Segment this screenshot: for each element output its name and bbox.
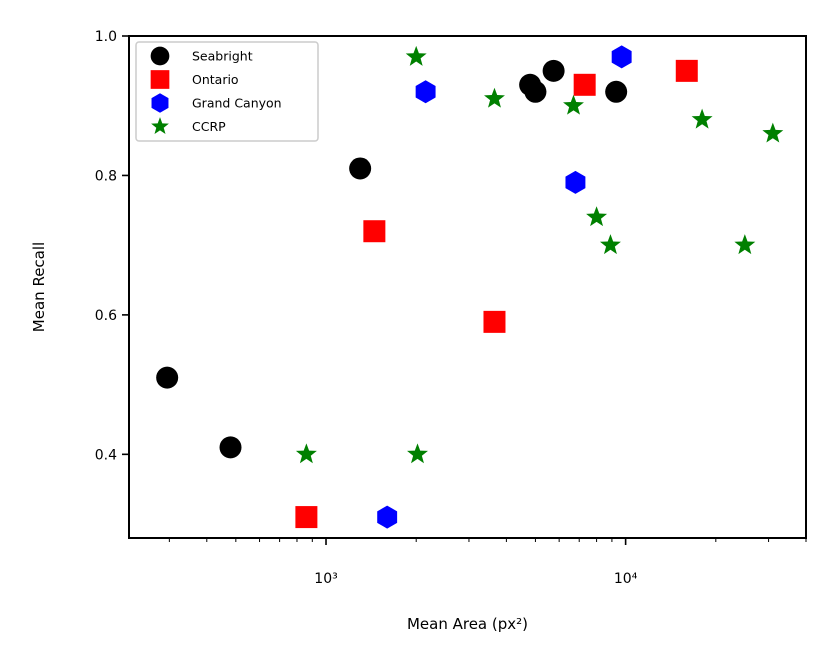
y-tick-label: 1.0	[95, 29, 117, 45]
point-ccrp	[586, 206, 608, 227]
point-ontario	[363, 220, 386, 243]
legend-marker	[151, 117, 169, 135]
point-seabright	[524, 80, 547, 103]
point-ontario	[295, 506, 318, 529]
x-tick-label: 10³	[314, 571, 337, 587]
point-ccrp	[484, 87, 505, 108]
point-seabright	[349, 157, 372, 180]
legend-label: Ontario	[192, 72, 239, 87]
point-grand-canyon	[611, 45, 632, 69]
point-ontario	[675, 59, 698, 82]
point-ccrp	[762, 122, 784, 143]
legend: Seabright Ontario Grand Canyon CCRP	[135, 41, 319, 142]
point-seabright	[219, 436, 242, 459]
point-ccrp	[407, 443, 428, 464]
y-tick-label: 0.8	[95, 168, 117, 184]
x-tick-label: 10⁴	[614, 571, 638, 587]
legend-box	[135, 41, 319, 142]
data-points	[156, 45, 784, 529]
axis-ticks: 0.4 0.6 0.8 1.0 10³ 10⁴	[95, 29, 807, 587]
point-ccrp	[599, 234, 621, 255]
legend-marker	[150, 70, 170, 89]
point-ccrp	[691, 108, 713, 129]
point-ccrp	[563, 94, 584, 115]
y-tick-label: 0.4	[95, 447, 117, 463]
point-ccrp	[295, 443, 317, 464]
point-seabright	[605, 80, 628, 103]
legend-marker	[151, 93, 169, 113]
point-seabright	[542, 59, 565, 82]
legend-label: Grand Canyon	[192, 96, 282, 111]
y-axis-label: Mean Recall	[30, 242, 48, 332]
x-axis-label: Mean Area (px²)	[407, 615, 528, 633]
point-ontario	[483, 310, 506, 333]
point-ccrp	[734, 234, 756, 255]
y-tick-label: 0.6	[95, 308, 117, 324]
plot-frame	[128, 35, 807, 539]
point-seabright	[156, 366, 179, 389]
point-grand-canyon	[415, 80, 436, 104]
point-ccrp	[405, 45, 427, 66]
legend-marker	[150, 46, 170, 66]
point-grand-canyon	[565, 170, 586, 194]
legend-label: Seabright	[192, 49, 253, 64]
legend-label: CCRP	[192, 119, 226, 134]
point-grand-canyon	[377, 505, 398, 529]
point-ontario	[573, 73, 596, 96]
